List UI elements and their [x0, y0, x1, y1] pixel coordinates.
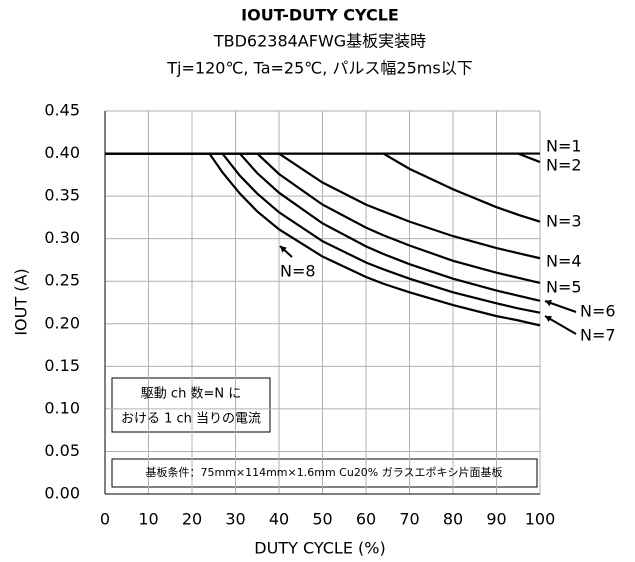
- pointer-arrow: [545, 299, 552, 307]
- series-label: N=7: [580, 326, 616, 345]
- series-line: [105, 152, 541, 327]
- y-tick-label: 0.00: [44, 484, 80, 503]
- x-tick-label: 70: [399, 510, 419, 529]
- series-label: N=6: [580, 302, 616, 321]
- y-tick-label: 0.35: [44, 186, 80, 205]
- subtitle: TBD62384AFWG基板実装時: [213, 32, 426, 51]
- x-tick-label: 0: [100, 510, 110, 529]
- series-label: N=4: [546, 252, 582, 271]
- y-tick-label: 0.40: [44, 143, 80, 162]
- series-label: N=5: [546, 278, 582, 297]
- y-tick-label: 0.45: [44, 101, 80, 120]
- y-tick-label: 0.20: [44, 313, 80, 332]
- pointer-arrow: [280, 246, 287, 253]
- x-tick-label: 30: [225, 510, 245, 529]
- pointer-arrow: [545, 316, 552, 322]
- annotation: 基板条件：75mm×114mm×1.6mm Cu20% ガラスエポキシ片面基板: [145, 465, 502, 479]
- x-tick-label: 40: [269, 510, 289, 529]
- x-axis-label: DUTY CYCLE (%): [254, 539, 385, 558]
- series-label: N=1: [546, 137, 582, 156]
- x-tick-label: 60: [356, 510, 376, 529]
- x-tick-label: 50: [312, 510, 332, 529]
- y-tick-label: 0.10: [44, 398, 80, 417]
- note-box: [111, 458, 538, 488]
- annotation: 駆動 ch 数=N に: [141, 387, 241, 402]
- y-tick-label: 0.05: [44, 441, 80, 460]
- series-label: N=8: [280, 262, 316, 281]
- x-tick-label: 20: [182, 510, 202, 529]
- series-label: N=3: [546, 212, 582, 231]
- plot: 0.00 0.05 0.10 0.15 0.20 0.25 0.30 0.35 0.40 0.45…: [44, 101, 555, 529]
- x-tick-label: 90: [486, 510, 506, 529]
- x-tick-label: 100: [525, 510, 556, 529]
- chart-title: IOUT-DUTY CYCLE: [241, 6, 399, 25]
- y-axis-label: IOUT (A): [12, 268, 31, 335]
- subtitle: Tj=120℃, Ta=25℃, パルス幅25ms以下: [166, 59, 472, 78]
- x-tick-label: 10: [138, 510, 158, 529]
- x-tick-label: 80: [443, 510, 463, 529]
- y-tick-label: 0.15: [44, 356, 80, 375]
- y-tick-label: 0.25: [44, 271, 80, 290]
- y-tick-label: 0.30: [44, 228, 80, 247]
- note-box: [111, 377, 271, 433]
- series-label: N=2: [546, 156, 582, 175]
- annotation: おける 1 ch 当りの電流: [121, 412, 261, 427]
